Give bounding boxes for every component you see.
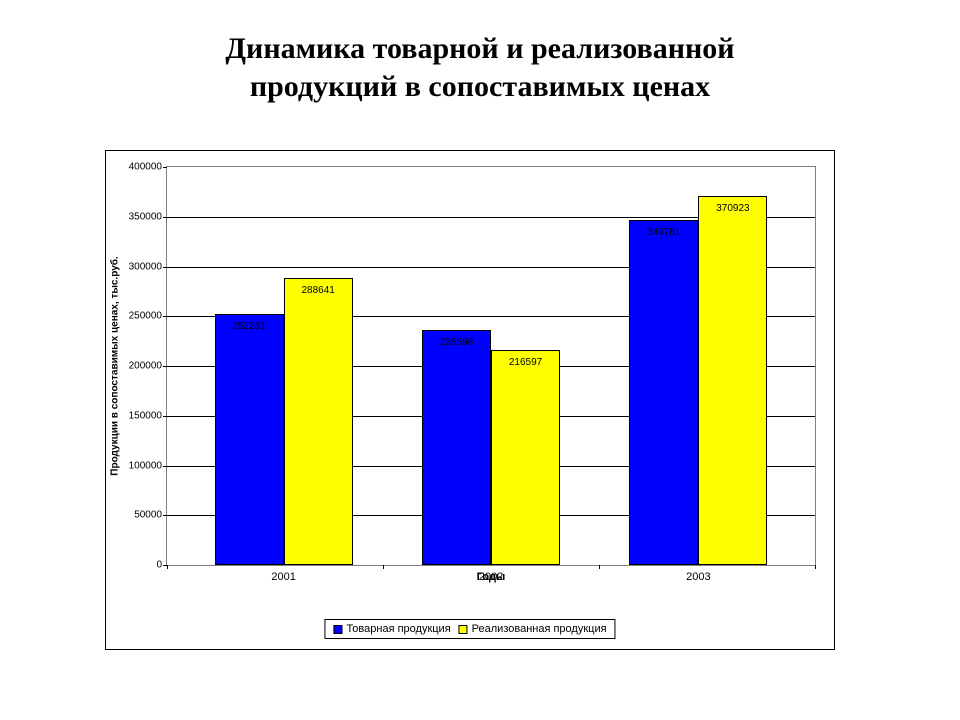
legend-swatch (333, 625, 342, 634)
bar-value-label: 370923 (716, 203, 749, 214)
bar: 236598 (422, 330, 491, 565)
title-line-1: Динамика товарной и реализованной (225, 32, 734, 65)
bar: 370923 (698, 196, 767, 565)
bar: 288641 (284, 278, 353, 565)
legend-label: Реализованная продукция (472, 623, 607, 635)
bar-value-label: 288641 (301, 285, 334, 296)
bar-value-label: 216597 (509, 357, 542, 368)
bar: 346781 (629, 220, 698, 565)
x-tick-label: 2003 (686, 565, 710, 583)
x-axis-label: Годы (477, 565, 506, 583)
y-tick-label: 0 (107, 560, 167, 571)
y-tick-label: 50000 (107, 510, 167, 521)
y-tick-label: 150000 (107, 410, 167, 421)
page-title: Динамика товарной и реализованной продук… (0, 30, 960, 105)
y-tick-label: 100000 (107, 460, 167, 471)
bar: 252261 (215, 314, 284, 565)
chart-legend: Товарная продукция Реализованная продукци… (324, 619, 615, 639)
bar-value-label: 252261 (232, 321, 265, 332)
x-tick-mark (167, 565, 168, 569)
y-tick-label: 300000 (107, 261, 167, 272)
chart-plot-area: Продукции в сопоставимых ценах, тыс.руб.… (166, 166, 816, 566)
x-tick-label: 2001 (271, 565, 295, 583)
bar-value-label: 346781 (647, 227, 680, 238)
y-tick-label: 350000 (107, 211, 167, 222)
y-tick-label: 200000 (107, 361, 167, 372)
title-line-2: продукций в сопоставимых ценах (250, 70, 710, 103)
legend-label: Товарная продукция (346, 623, 450, 635)
legend-swatch (459, 625, 468, 634)
chart-container: Продукции в сопоставимых ценах, тыс.руб.… (105, 150, 835, 650)
y-tick-label: 250000 (107, 311, 167, 322)
x-tick-mark (383, 565, 384, 569)
legend-item: Товарная продукция (333, 623, 450, 635)
x-tick-mark (599, 565, 600, 569)
bar-value-label: 236598 (440, 337, 473, 348)
y-tick-label: 400000 (107, 162, 167, 173)
x-tick-mark (815, 565, 816, 569)
bar: 216597 (491, 350, 560, 566)
legend-item: Реализованная продукция (459, 623, 607, 635)
